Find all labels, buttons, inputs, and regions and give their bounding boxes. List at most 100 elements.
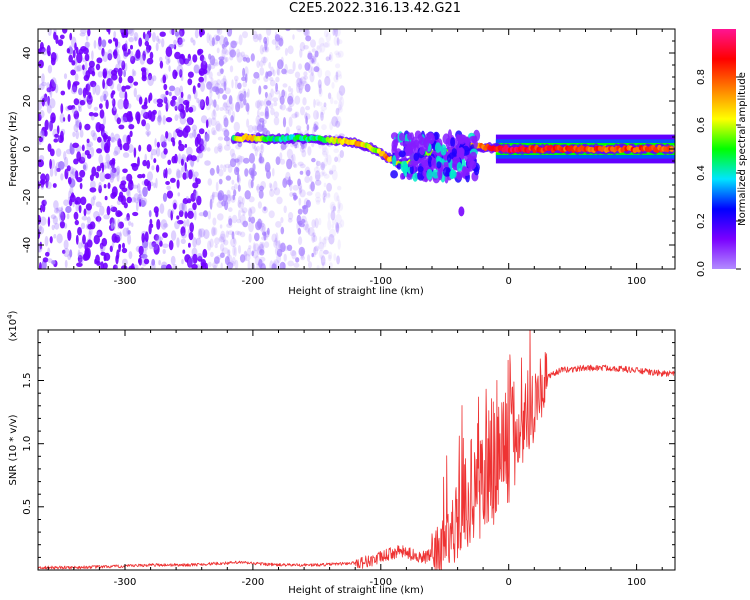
noise-speck <box>283 253 287 262</box>
noise-speck <box>236 174 241 185</box>
noise-speck <box>73 110 80 120</box>
noise-speck <box>339 150 344 158</box>
noise-speck <box>244 168 249 177</box>
noise-speck <box>196 133 201 145</box>
noise-speck <box>111 167 117 174</box>
noise-speck <box>306 124 310 131</box>
noise-speck <box>181 202 187 214</box>
noise-speck <box>63 151 67 161</box>
noise-speck <box>311 232 316 243</box>
noise-speck <box>181 232 187 239</box>
noise-speck <box>162 95 167 104</box>
noise-speck <box>101 39 107 48</box>
noise-speck <box>309 175 313 182</box>
noise-speck <box>259 67 265 76</box>
noise-speck <box>315 179 322 186</box>
noise-speck <box>142 186 148 197</box>
noise-speck <box>162 192 168 202</box>
noise-speck <box>255 115 262 126</box>
noise-speck <box>231 152 237 162</box>
noise-speck <box>176 170 183 179</box>
noise-speck <box>334 222 339 229</box>
noise-speck <box>54 83 59 94</box>
blob-cell <box>402 163 409 174</box>
noise-speck <box>248 245 252 250</box>
noise-speck <box>84 123 91 131</box>
noise-speck <box>337 154 341 163</box>
noise-speck <box>320 105 327 111</box>
blob-cell <box>459 147 465 155</box>
noise-speck <box>105 153 111 164</box>
noise-speck <box>275 76 280 83</box>
noise-speck <box>198 99 204 109</box>
noise-speck <box>235 101 241 113</box>
noise-speck <box>237 195 243 205</box>
noise-speck <box>217 145 223 152</box>
noise-speck <box>142 31 146 40</box>
noise-speck <box>328 168 334 176</box>
noise-speck <box>337 50 344 58</box>
noise-speck <box>211 227 215 237</box>
noise-speck <box>268 210 275 219</box>
noise-speck <box>217 213 224 221</box>
spectrogram-y-tick-label: 0 <box>22 146 33 152</box>
noise-speck <box>336 255 340 265</box>
noise-speck <box>131 163 139 172</box>
noise-speck <box>310 66 314 77</box>
noise-speck <box>195 178 201 185</box>
noise-speck <box>192 174 196 182</box>
noise-speck <box>189 132 194 139</box>
noise-speck <box>264 106 269 117</box>
noise-speck <box>321 169 326 175</box>
snr-x-tick-label: -200 <box>242 577 265 588</box>
noise-speck <box>126 213 130 221</box>
noise-speck <box>314 245 320 252</box>
noise-speck <box>318 84 322 95</box>
noise-speck <box>222 102 228 111</box>
noise-speck <box>74 170 79 180</box>
noise-speck <box>271 233 278 243</box>
noise-speck <box>40 81 47 87</box>
noise-speck <box>332 29 336 36</box>
noise-speck <box>308 227 315 237</box>
noise-speck <box>107 182 111 189</box>
noise-speck <box>337 239 341 250</box>
noise-speck <box>233 121 240 132</box>
noise-speck <box>331 218 337 225</box>
noise-speck <box>150 223 154 228</box>
noise-speck <box>174 71 178 77</box>
noise-speck <box>118 124 125 130</box>
noise-speck <box>180 75 184 82</box>
noise-speck <box>192 130 197 138</box>
noise-speck <box>286 148 293 159</box>
noise-speck <box>101 47 105 57</box>
noise-speck <box>133 81 139 86</box>
noise-speck <box>107 49 113 60</box>
noise-speck <box>91 50 94 61</box>
noise-speck <box>50 214 57 220</box>
noise-speck <box>310 39 316 48</box>
noise-speck <box>191 263 198 269</box>
noise-speck <box>335 115 339 124</box>
noise-speck <box>151 242 159 251</box>
noise-speck <box>127 48 131 55</box>
noise-speck <box>273 116 280 126</box>
noise-speck <box>337 116 342 127</box>
noise-speck <box>63 247 70 258</box>
noise-speck <box>320 111 324 121</box>
noise-speck <box>176 215 180 220</box>
noise-speck <box>102 51 109 63</box>
noise-speck <box>228 207 233 213</box>
noise-speck <box>122 242 125 249</box>
noise-speck <box>106 205 111 216</box>
noise-speck <box>137 193 143 203</box>
noise-speck <box>292 192 297 197</box>
noise-speck <box>301 142 305 150</box>
noise-speck <box>45 251 50 257</box>
noise-speck <box>78 105 81 112</box>
noise-speck <box>234 79 238 89</box>
noise-speck <box>252 242 256 254</box>
noise-speck <box>234 158 240 163</box>
noise-speck <box>165 46 173 57</box>
noise-speck <box>208 53 212 60</box>
